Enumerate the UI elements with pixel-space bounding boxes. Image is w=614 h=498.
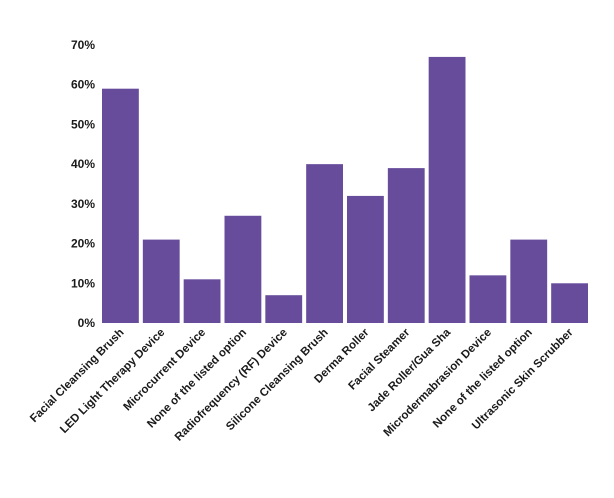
bar (102, 88, 139, 323)
bar (387, 168, 425, 323)
y-tick-label: 10% (71, 276, 95, 290)
y-tick-label: 30% (71, 197, 95, 211)
bar (510, 239, 548, 323)
y-tick-label: 20% (71, 237, 95, 251)
bar (142, 239, 180, 323)
bar (183, 279, 221, 323)
y-tick-label: 40% (71, 157, 95, 171)
bars (102, 56, 588, 324)
bar (428, 56, 466, 324)
y-tick-label: 70% (71, 38, 95, 52)
y-tick-label: 0% (78, 316, 96, 330)
bar (347, 195, 384, 323)
y-axis: 0% 10% 20% 30% 40% 50% 60% 70% (71, 38, 95, 330)
bar (306, 164, 343, 323)
y-tick-label: 60% (71, 78, 95, 92)
bar (224, 215, 262, 323)
bar (265, 295, 303, 323)
bar (551, 283, 588, 323)
bar (469, 275, 507, 323)
y-tick-label: 50% (71, 117, 95, 131)
x-tick-label: Jade Roller/Gua Sha (366, 326, 454, 414)
x-tick-label: Microcurrent Device (122, 327, 209, 414)
